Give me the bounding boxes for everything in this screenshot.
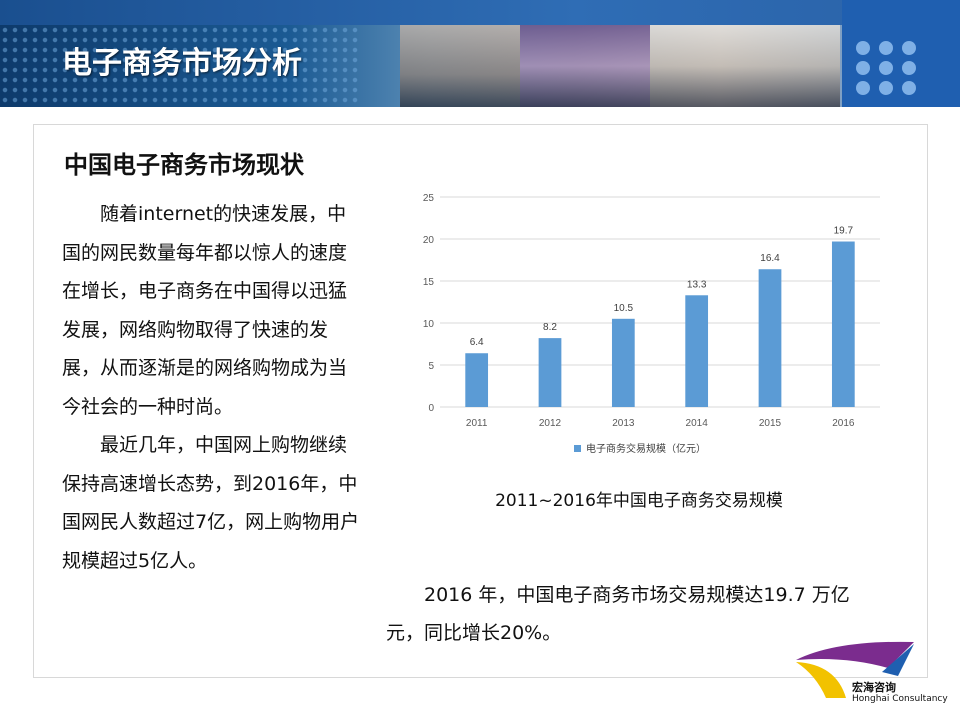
data-label: 6.4 — [470, 337, 484, 348]
decor-dot — [902, 61, 916, 75]
summary-paragraph: 2016 年，中国电子商务市场交易规模达19.7 万亿元，同比增长20%。 — [386, 584, 850, 644]
decor-dot — [856, 61, 870, 75]
bar — [538, 338, 562, 407]
paragraph-recent: 最近几年，中国网上购物继续保持高速增长态势，到2016年，中国网民人数超过7亿，… — [62, 434, 360, 572]
chart-x-axis: 2011 2012 2013 2014 2015 2016 — [466, 418, 855, 429]
decor-dot — [879, 61, 893, 75]
y-tick-label: 25 — [423, 193, 435, 204]
decor-dot — [879, 81, 893, 95]
data-label: 13.3 — [687, 279, 707, 290]
left-text-block: 随着internet的快速发展，中国的网民数量每年都以惊人的速度在增长，电子商务… — [62, 195, 362, 580]
bar — [465, 353, 489, 407]
header-banner — [0, 25, 960, 107]
header-photo — [400, 25, 520, 107]
logo-swoosh-blue — [882, 644, 914, 676]
legend-label: 电子商务交易规模（亿元） — [586, 442, 706, 455]
logo-swoosh-yellow — [796, 662, 846, 698]
logo-swoosh-purple — [796, 641, 914, 668]
chart-y-axis: 0 5 10 15 20 25 — [423, 193, 435, 414]
section-subtitle: 中国电子商务市场现状 — [64, 152, 304, 179]
top-accent-block — [842, 0, 960, 25]
chart-bars — [465, 241, 855, 407]
decor-dot — [856, 81, 870, 95]
company-logo — [796, 641, 914, 698]
header-photo — [650, 25, 840, 107]
data-label: 8.2 — [543, 322, 557, 333]
page-title: 电子商务市场分析 — [62, 47, 302, 80]
x-tick-label: 2014 — [686, 418, 709, 429]
chart-legend: 电子商务交易规模（亿元） — [574, 442, 706, 455]
header-dot-panel — [842, 25, 960, 107]
logo-subtitle: Honghai Consultancy — [852, 694, 948, 704]
top-accent-bar — [0, 0, 960, 25]
logo-name: 宏海咨询 — [852, 681, 896, 694]
chart-caption: 2011~2016年中国电子商务交易规模 — [495, 491, 783, 511]
decor-dot — [879, 41, 893, 55]
data-label: 16.4 — [760, 253, 780, 264]
header-photo — [520, 25, 650, 107]
x-tick-label: 2012 — [539, 418, 562, 429]
data-label: 10.5 — [614, 303, 634, 314]
decor-dot — [902, 41, 916, 55]
decor-dot — [856, 41, 870, 55]
summary-text: 2016 年，中国电子商务市场交易规模达19.7 万亿元，同比增长20%。 — [386, 576, 886, 652]
x-tick-label: 2015 — [759, 418, 782, 429]
y-tick-label: 5 — [428, 361, 434, 372]
chart-grid — [440, 196, 880, 408]
bar — [831, 241, 855, 407]
legend-swatch — [574, 445, 581, 452]
x-tick-label: 2013 — [612, 418, 635, 429]
y-tick-label: 20 — [423, 235, 435, 246]
bar — [685, 295, 709, 407]
paragraph-growth: 随着internet的快速发展，中国的网民数量每年都以惊人的速度在增长，电子商务… — [62, 203, 348, 418]
x-tick-label: 2011 — [466, 418, 488, 429]
data-label: 19.7 — [834, 226, 854, 237]
y-tick-label: 15 — [423, 277, 435, 288]
header-dot-pattern — [0, 25, 360, 107]
y-tick-label: 10 — [423, 319, 435, 330]
decor-dot — [902, 81, 916, 95]
x-tick-label: 2016 — [832, 418, 855, 429]
bar — [758, 269, 782, 407]
chart-data-labels: 6.4 8.2 10.5 13.3 16.4 19.7 — [470, 226, 854, 349]
y-tick-label: 0 — [428, 403, 434, 414]
bar — [611, 318, 635, 407]
